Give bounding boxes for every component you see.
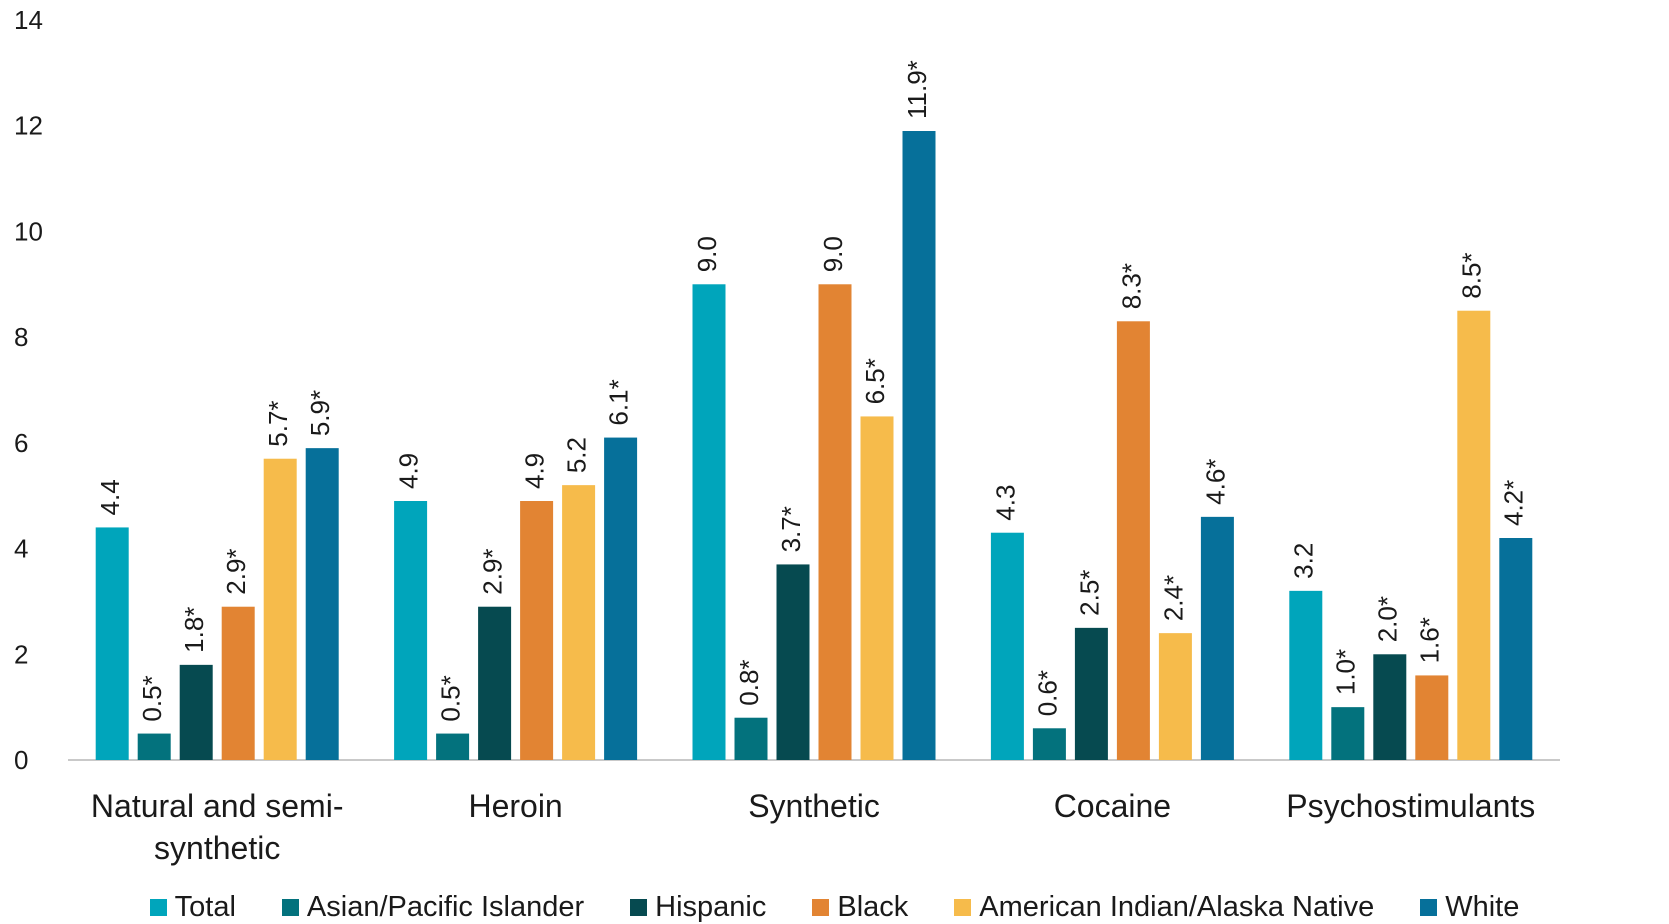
legend-item: Black [812, 891, 908, 924]
bar [1373, 654, 1407, 760]
bar [860, 416, 894, 760]
bar [478, 606, 512, 760]
bar [394, 501, 428, 760]
bar [1289, 590, 1323, 760]
y-tick-label: 10 [14, 216, 43, 246]
data-label: 4.9 [393, 453, 423, 489]
data-label: 2.4* [1158, 575, 1188, 621]
legend-swatch [954, 898, 972, 916]
data-label: 8.3* [1116, 263, 1146, 309]
bar [1116, 321, 1150, 760]
data-label: 4.6* [1200, 459, 1230, 505]
legend-label: Asian/Pacific Islander [306, 890, 585, 923]
bar [1499, 538, 1533, 760]
legend-item: American Indian/Alaska Native [954, 891, 1374, 924]
legend-swatch [812, 898, 830, 916]
bar [263, 458, 297, 760]
category-label: Natural and semi- [91, 788, 344, 824]
y-tick-label: 12 [14, 111, 43, 141]
bar [221, 606, 255, 760]
bar [520, 501, 554, 760]
bar [1032, 728, 1066, 760]
data-label: 0.5* [435, 675, 465, 721]
data-label: 3.7* [776, 506, 806, 552]
y-tick-label: 4 [14, 534, 28, 564]
data-label: 2.0* [1373, 596, 1403, 642]
category-label: synthetic [154, 830, 280, 866]
bar [95, 527, 129, 760]
y-tick-label: 6 [14, 428, 28, 458]
bar [776, 564, 810, 760]
legend-label: White [1445, 890, 1520, 923]
data-label: 4.9 [519, 453, 549, 489]
legend-label: Total [174, 890, 236, 923]
legend-label: Black [837, 890, 909, 923]
data-label: 2.5* [1074, 570, 1104, 616]
data-label: 4.4 [95, 479, 125, 515]
bar [902, 131, 936, 760]
data-label: 9.0 [692, 236, 722, 272]
data-label: 9.0 [818, 236, 848, 272]
category-label: Heroin [468, 788, 562, 824]
bar-chart: 0 2 4 6 8 10 12 14 4.4 0.5* 1.8* 2.9* 5.7* 5.9* Natura… [14, 5, 1560, 866]
bar [1457, 310, 1491, 760]
data-label: 4.2* [1499, 480, 1529, 526]
bar [1158, 633, 1192, 760]
data-label: 4.3 [990, 485, 1020, 521]
legend-swatch [281, 898, 299, 916]
bar [436, 733, 470, 760]
data-label: 5.2 [561, 437, 591, 473]
data-label: 6.5* [860, 358, 890, 404]
legend-label: Hispanic [655, 890, 767, 923]
bar [179, 664, 213, 760]
category-label: Psychostimulants [1286, 788, 1535, 824]
chart-legend: Total Asian/Pacific Islander Hispanic Black… [0, 890, 1669, 924]
bar [305, 448, 339, 760]
y-tick-label: 0 [14, 745, 28, 775]
legend-item: White [1420, 891, 1519, 924]
data-label: 5.9* [305, 390, 335, 436]
data-label: 1.8* [179, 607, 209, 653]
legend-label: American Indian/Alaska Native [979, 890, 1375, 923]
bar [1074, 627, 1108, 760]
bar [734, 717, 768, 760]
bar [692, 284, 726, 760]
data-label: 1.0* [1331, 649, 1361, 695]
category-label: Cocaine [1054, 788, 1171, 824]
y-tick-label: 2 [14, 639, 28, 669]
data-label: 8.5* [1457, 252, 1487, 298]
legend-item: Asian/Pacific Islander [281, 890, 585, 924]
data-label: 2.9* [477, 548, 507, 594]
bar [1331, 707, 1365, 760]
legend-item: Total [149, 890, 236, 924]
data-label: 0.8* [734, 659, 764, 705]
legend-swatch [630, 898, 648, 916]
data-label: 2.9* [221, 548, 251, 594]
bar [818, 284, 852, 760]
data-label: 6.1* [603, 379, 633, 425]
bar [1415, 675, 1449, 760]
legend-item: Hispanic [630, 891, 766, 924]
y-tick-label: 8 [14, 322, 28, 352]
bar [990, 532, 1024, 760]
legend-swatch [1420, 898, 1438, 916]
data-label: 5.7* [263, 400, 293, 446]
data-label: 0.6* [1032, 670, 1062, 716]
data-label: 0.5* [137, 675, 167, 721]
bar [604, 437, 638, 760]
data-label: 1.6* [1415, 617, 1445, 663]
y-tick-label: 14 [14, 5, 43, 35]
legend-swatch [149, 898, 167, 916]
data-label: 3.2 [1289, 543, 1319, 579]
bar [562, 485, 596, 760]
data-label: 11.9* [902, 60, 932, 119]
category-label: Synthetic [748, 788, 880, 824]
bar [137, 733, 171, 760]
bar [1200, 516, 1234, 760]
